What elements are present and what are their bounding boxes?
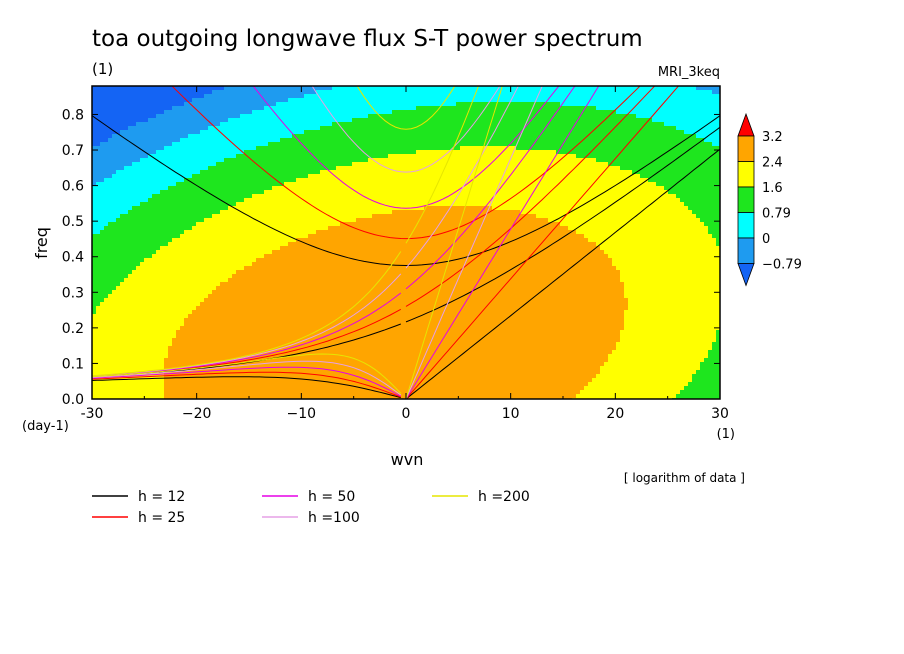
colorbar-swatch: [738, 187, 754, 213]
y-tick-label: 0.3: [62, 285, 84, 301]
x-tick-label: 10: [502, 406, 520, 422]
colorbar-label: 1.6: [762, 181, 783, 196]
title-units: (1): [92, 60, 113, 78]
y-tick-label: 0.2: [62, 321, 84, 337]
colorbar-label: −0.79: [762, 258, 802, 273]
x-tick-label: -30: [81, 406, 104, 422]
data-note: [ logarithm of data ]: [624, 471, 745, 485]
legend-label-h200: h =200: [478, 489, 530, 505]
y-tick-label: 0.5: [62, 214, 84, 230]
legend-label-h12: h = 12: [138, 489, 185, 505]
colorbar-label: 0.79: [762, 207, 791, 222]
x-tick-label: −10: [287, 406, 317, 422]
legend-label-h25: h = 25: [138, 510, 185, 526]
legend-label-h100: h =100: [308, 510, 360, 526]
x-tick-label: 0: [402, 406, 411, 422]
y-units-label: (day-1): [22, 419, 69, 434]
chart-title: toa outgoing longwave flux S-T power spe…: [92, 26, 643, 52]
y-tick-label: 0.0: [62, 392, 84, 408]
colorbar-swatch: [738, 213, 754, 239]
y-tick-label: 0.1: [62, 356, 84, 372]
y-axis-label: freq: [32, 227, 51, 259]
y-tick-label: 0.6: [62, 179, 84, 195]
y-tick-label: 0.8: [62, 107, 84, 123]
colorbar-bottom-arrow: [738, 264, 754, 286]
colorbar-top-arrow: [738, 114, 754, 136]
legend: h = 12 h = 25 h = 50 h =100 h =200: [92, 489, 530, 526]
model-label: MRI_3keq: [658, 65, 720, 80]
legend-label-h50: h = 50: [308, 489, 355, 505]
x-units-label: (1): [717, 427, 735, 442]
y-tick-label: 0.4: [62, 250, 84, 266]
x-tick-label: 30: [711, 406, 729, 422]
colorbar-label: 2.4: [762, 156, 783, 171]
x-tick-label: 20: [606, 406, 624, 422]
x-axis-label: wvn: [391, 450, 424, 469]
colorbar-swatch: [738, 238, 754, 264]
colorbar-label: 0: [762, 232, 770, 247]
y-tick-label: 0.7: [62, 143, 84, 159]
colorbar-label: 3.2: [762, 130, 783, 145]
colorbar-swatch: [738, 162, 754, 188]
colorbar: −0.79 0 0.79 1.6 2.4 3.2: [738, 114, 802, 286]
colorbar-swatch: [738, 136, 754, 162]
x-tick-label: −20: [182, 406, 212, 422]
